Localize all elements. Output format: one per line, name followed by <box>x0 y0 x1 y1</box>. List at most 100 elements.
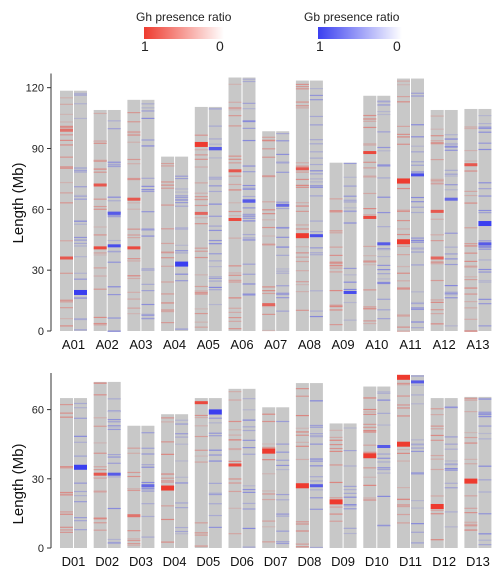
presence-band <box>363 497 377 499</box>
presence-band <box>478 245 492 247</box>
presence-band <box>127 121 141 123</box>
presence-band <box>74 169 87 171</box>
presence-band <box>208 215 222 217</box>
presence-band <box>175 244 189 246</box>
presence-band <box>127 208 141 210</box>
presence-band <box>127 538 141 540</box>
presence-band <box>295 414 309 417</box>
presence-band <box>377 391 391 393</box>
presence-band <box>411 251 424 253</box>
presence-band <box>175 502 189 504</box>
presence-band <box>194 449 208 451</box>
presence-band <box>309 435 323 437</box>
presence-band <box>60 126 73 128</box>
a-y-tick-label: 0 <box>38 326 44 338</box>
presence-band <box>309 195 323 197</box>
presence-band <box>397 95 410 98</box>
d-y-tick-label: 60 <box>32 405 44 417</box>
presence-band <box>228 107 242 109</box>
presence-band <box>397 280 410 282</box>
presence-band <box>464 512 478 514</box>
presence-band <box>343 485 357 488</box>
chromosome-a11-gb-track <box>411 78 424 332</box>
presence-band <box>93 142 107 144</box>
presence-band <box>60 307 73 309</box>
presence-band <box>175 227 189 229</box>
presence-band <box>329 246 343 248</box>
presence-band <box>309 443 323 445</box>
presence-band <box>107 293 121 296</box>
presence-band <box>141 185 155 187</box>
presence-band <box>377 424 391 426</box>
presence-band <box>363 429 377 432</box>
presence-band <box>397 136 410 138</box>
presence-band <box>93 112 107 115</box>
presence-band <box>175 433 189 435</box>
presence-band <box>411 375 424 377</box>
presence-band <box>93 324 107 326</box>
high-presence-band-gh <box>262 448 276 454</box>
presence-band <box>343 449 357 452</box>
presence-band <box>74 482 87 484</box>
presence-band <box>276 270 290 272</box>
presence-band <box>107 317 121 319</box>
presence-band <box>262 219 276 221</box>
a-y-tick-label: 90 <box>32 144 44 156</box>
presence-band <box>397 382 410 385</box>
chromosome-d02 <box>93 381 121 548</box>
presence-band <box>141 228 155 230</box>
presence-band <box>262 156 276 158</box>
chromosome-label-d10: D10 <box>365 554 389 569</box>
presence-band <box>242 195 256 198</box>
high-presence-band-gb <box>107 211 121 215</box>
presence-band <box>60 240 73 242</box>
presence-band <box>363 499 377 501</box>
presence-band <box>464 525 478 527</box>
presence-band <box>141 466 155 468</box>
presence-band <box>242 293 256 295</box>
presence-band <box>397 330 410 332</box>
presence-band <box>141 145 155 147</box>
presence-band <box>464 507 478 509</box>
presence-band <box>430 313 444 315</box>
presence-band <box>363 207 377 210</box>
presence-band <box>74 441 87 443</box>
presence-band <box>194 290 208 292</box>
presence-band <box>411 321 424 323</box>
presence-band <box>141 303 155 306</box>
presence-band <box>93 140 107 143</box>
presence-band <box>329 266 343 268</box>
presence-band <box>276 171 290 173</box>
presence-band <box>60 166 73 168</box>
presence-band <box>93 425 107 427</box>
presence-band <box>478 195 492 197</box>
presence-band <box>175 195 189 197</box>
presence-band <box>444 143 458 145</box>
presence-band <box>464 245 478 247</box>
presence-band <box>242 485 256 487</box>
presence-band <box>309 480 323 482</box>
presence-band <box>228 265 242 267</box>
presence-band <box>411 95 424 97</box>
presence-band <box>397 101 410 103</box>
presence-band <box>295 171 309 173</box>
presence-band <box>329 198 343 200</box>
chromosome-d08-gh-track <box>295 383 309 548</box>
presence-band <box>93 466 107 468</box>
presence-band <box>107 330 121 332</box>
chromosome-d13 <box>464 396 492 548</box>
presence-band <box>411 196 424 199</box>
chromosome-a01-gh-track <box>60 90 73 331</box>
presence-band <box>60 412 73 414</box>
high-presence-band-gb <box>107 244 121 248</box>
presence-band <box>93 171 107 173</box>
chromosome-a03-gb-track <box>141 99 155 331</box>
presence-band <box>228 125 242 127</box>
presence-band <box>262 493 276 495</box>
high-presence-band-gb <box>309 484 323 488</box>
high-presence-band-gb <box>444 197 458 201</box>
presence-band <box>194 285 208 288</box>
presence-band <box>262 201 276 203</box>
presence-band <box>60 531 73 533</box>
chromosome-d07 <box>262 407 290 548</box>
